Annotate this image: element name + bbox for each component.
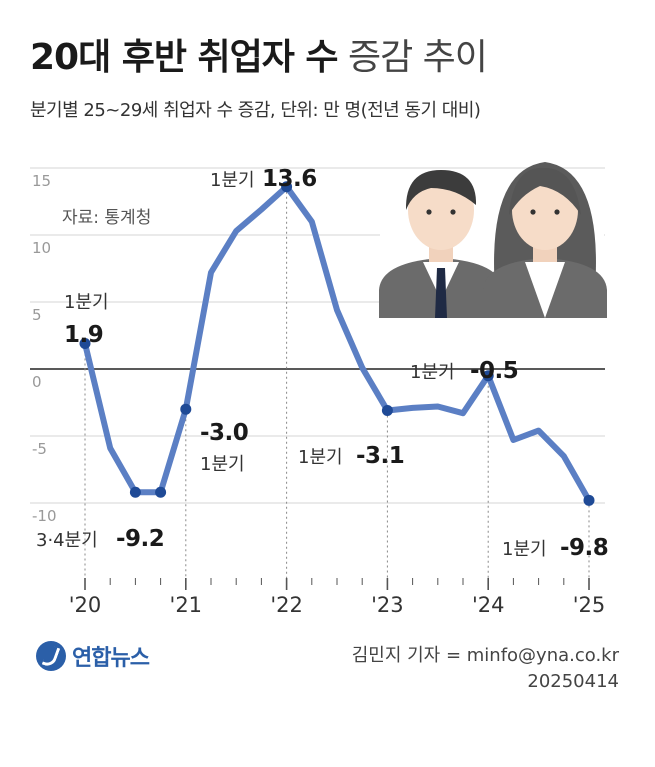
x-tick-label: '24 <box>472 593 505 617</box>
data-label: -0.5 <box>470 358 518 384</box>
x-tick-label: '23 <box>371 593 404 617</box>
data-label: -9.8 <box>560 535 608 561</box>
annotation-label: 1분기 <box>410 362 455 383</box>
y-tick-label: 5 <box>32 306 42 324</box>
publish-date: 20250414 <box>352 669 619 695</box>
reporter-credit: 김민지 기자 = minfo@yna.co.kr <box>352 643 619 669</box>
annotation-label: 1분기 <box>200 454 245 475</box>
footer-credit: 김민지 기자 = minfo@yna.co.kr 20250414 <box>352 643 619 695</box>
data-label: -3.0 <box>200 420 248 446</box>
x-tick-label: '22 <box>270 593 303 617</box>
y-tick-label: 0 <box>32 373 42 391</box>
y-tick-label: -5 <box>32 440 47 458</box>
yonhap-logo-icon <box>36 641 66 671</box>
annotation-label: 1분기 <box>64 292 109 313</box>
data-point <box>584 495 595 506</box>
y-tick-label: -10 <box>32 507 57 525</box>
data-label: 13.6 <box>262 166 317 192</box>
data-label: -9.2 <box>116 526 164 552</box>
data-label: 1.9 <box>64 322 103 348</box>
annotation-label: 1분기 <box>502 539 547 560</box>
data-point <box>382 405 393 416</box>
y-tick-label: 15 <box>32 172 51 190</box>
source-note: 자료: 통계청 <box>62 208 151 228</box>
logo-text: 연합뉴스 <box>72 640 149 672</box>
data-point <box>180 404 191 415</box>
data-point <box>155 487 166 498</box>
x-tick-label: '25 <box>573 593 606 617</box>
data-point <box>130 487 141 498</box>
annotation-label: 3·4분기 <box>36 530 98 551</box>
x-tick-label: '20 <box>69 593 102 617</box>
y-tick-label: 10 <box>32 239 51 257</box>
yonhap-logo: 연합뉴스 <box>36 640 149 672</box>
woman-illustration <box>483 162 607 318</box>
annotation-label: 1분기 <box>298 447 343 468</box>
x-tick-label: '21 <box>170 593 203 617</box>
data-label: -3.1 <box>356 443 404 469</box>
annotation-label: 1분기 <box>210 170 255 191</box>
